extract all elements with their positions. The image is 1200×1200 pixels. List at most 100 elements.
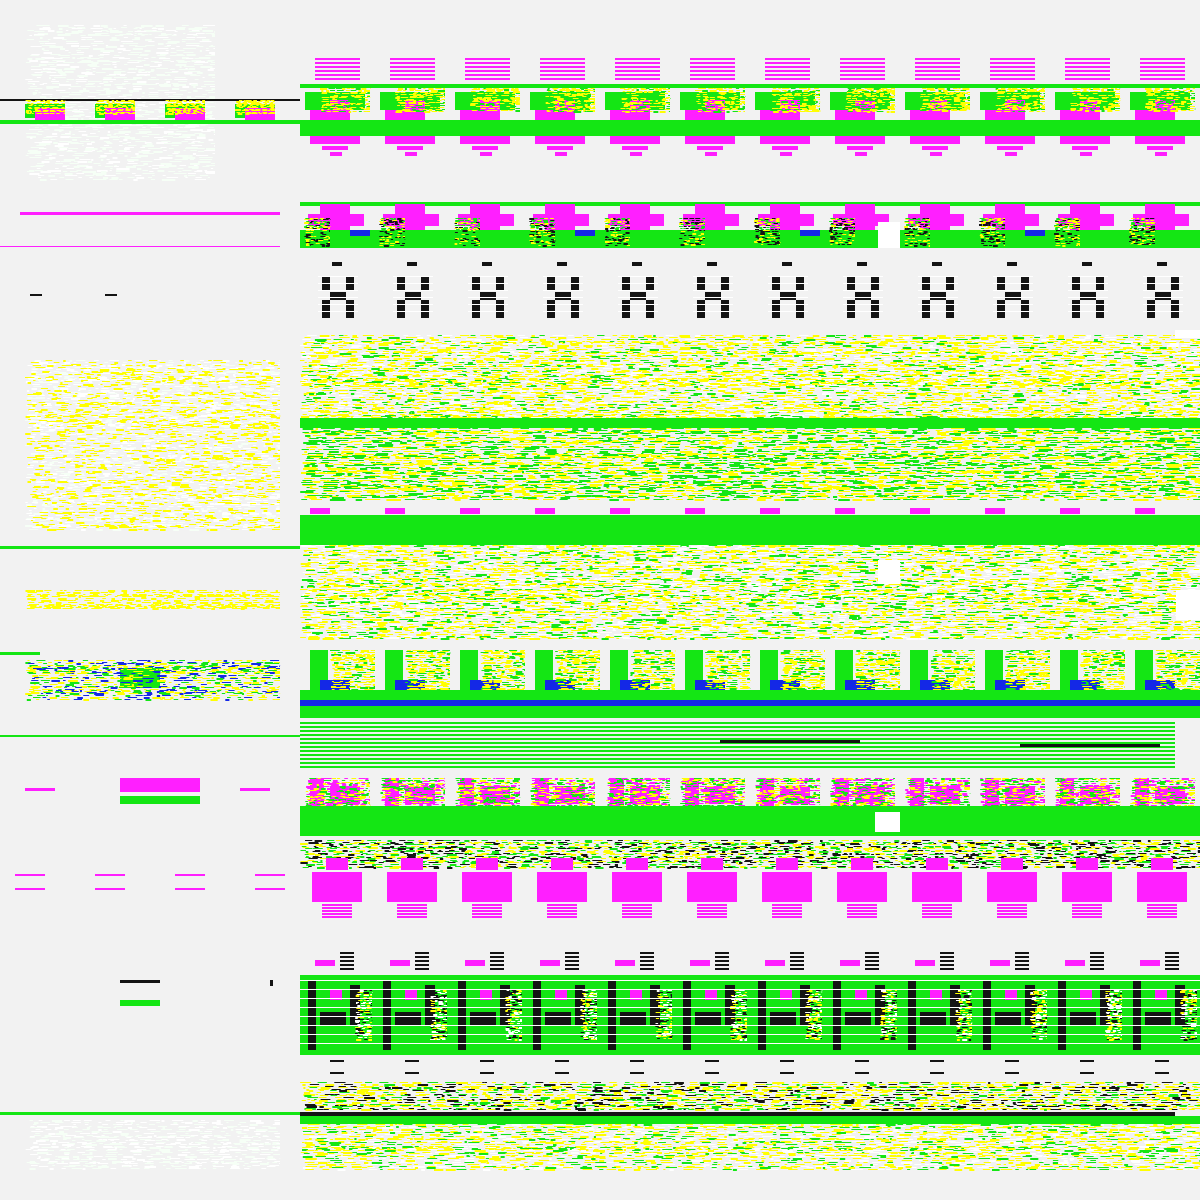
- noise-mark: [167, 441, 177, 442]
- noise-mark: [115, 692, 124, 693]
- noise-mark: [227, 1126, 238, 1127]
- noise-mark: [203, 424, 212, 425]
- noise-mark: [92, 416, 98, 417]
- noise-mark: [52, 83, 60, 84]
- noise-mark: [142, 455, 149, 457]
- noise-mark: [83, 441, 87, 443]
- noise-mark: [42, 526, 50, 528]
- noise-mark: [254, 107, 259, 108]
- noise-mark: [157, 471, 168, 472]
- noise-mark: [269, 112, 275, 114]
- noise-mark: [135, 1136, 139, 1137]
- noise-mark: [243, 103, 248, 104]
- noise-mark: [155, 443, 161, 444]
- noise-mark: [61, 606, 65, 607]
- noise-mark: [196, 457, 207, 458]
- noise-mark: [202, 106, 205, 107]
- noise-mark: [61, 35, 71, 36]
- noise-mark: [92, 474, 99, 475]
- noise-mark: [87, 58, 100, 59]
- noise-mark: [45, 101, 50, 103]
- noise-mark: [191, 467, 200, 468]
- noise-mark: [231, 424, 241, 425]
- noise-mark: [156, 600, 162, 602]
- noise-mark: [112, 157, 118, 159]
- noise-mark: [102, 440, 111, 441]
- noise-mark: [150, 1131, 161, 1132]
- noise-mark: [38, 148, 47, 149]
- noise-mark: [70, 494, 77, 495]
- noise-mark: [70, 675, 77, 676]
- noise-mark: [73, 1127, 78, 1128]
- noise-mark: [188, 28, 202, 30]
- noise-mark: [134, 175, 142, 176]
- noise-mark: [61, 473, 71, 474]
- noise-mark: [126, 103, 132, 104]
- noise-mark: [136, 605, 141, 606]
- noise-mark: [163, 131, 174, 133]
- noise-mark: [268, 525, 276, 526]
- noise-mark: [225, 458, 233, 459]
- noise-mark: [252, 684, 262, 685]
- noise-mark: [170, 436, 177, 438]
- noise-mark: [130, 429, 140, 430]
- noise-mark: [163, 60, 171, 61]
- noise-mark: [159, 592, 169, 593]
- noise-mark: [117, 595, 126, 596]
- noise-mark: [175, 684, 178, 685]
- noise-mark: [78, 390, 81, 391]
- noise-mark: [191, 474, 201, 475]
- noise-mark: [36, 168, 41, 169]
- noise-mark: [38, 131, 44, 132]
- noise-mark: [42, 500, 51, 501]
- noise-mark: [57, 462, 63, 463]
- left-black-mark: [120, 980, 160, 983]
- noise-mark: [232, 473, 236, 474]
- noise-mark: [33, 668, 42, 670]
- noise-mark: [215, 590, 219, 591]
- noise-mark: [48, 62, 58, 63]
- noise-mark: [101, 493, 110, 494]
- noise-mark: [276, 381, 280, 382]
- noise-mark: [121, 409, 129, 411]
- noise-mark: [219, 486, 224, 487]
- noise-mark: [241, 426, 249, 427]
- noise-mark: [253, 367, 261, 368]
- noise-mark: [180, 407, 187, 408]
- noise-mark: [51, 680, 60, 682]
- noise-mark: [158, 102, 164, 104]
- noise-mark: [262, 691, 267, 692]
- noise-mark: [119, 145, 123, 146]
- noise-mark: [74, 464, 79, 465]
- noise-mark: [164, 502, 168, 503]
- noise-mark: [42, 596, 46, 598]
- noise-mark: [103, 177, 109, 179]
- noise-mark: [276, 1137, 280, 1138]
- noise-mark: [75, 360, 86, 361]
- noise-mark: [211, 471, 220, 473]
- noise-mark: [60, 410, 66, 411]
- noise-mark: [150, 179, 156, 180]
- noise-mark: [104, 386, 112, 387]
- noise-mark: [103, 459, 108, 461]
- noise-mark: [83, 384, 94, 386]
- noise-mark: [205, 445, 209, 447]
- noise-mark: [215, 458, 224, 460]
- noise-mark: [208, 673, 216, 674]
- noise-mark: [275, 608, 280, 609]
- noise-mark: [183, 513, 190, 515]
- noise-mark: [137, 129, 151, 130]
- noise-mark: [124, 503, 128, 504]
- noise-mark: [46, 380, 53, 381]
- noise-mark: [98, 699, 107, 700]
- noise-mark: [150, 61, 159, 62]
- noise-mark: [75, 393, 78, 394]
- noise-mark: [30, 137, 33, 139]
- left-magenta: [255, 874, 285, 876]
- noise-mark: [136, 392, 141, 394]
- noise-mark: [54, 469, 58, 470]
- noise-mark: [209, 481, 213, 482]
- noise-mark: [249, 684, 252, 685]
- noise-mark: [174, 159, 188, 160]
- noise-mark: [113, 388, 123, 390]
